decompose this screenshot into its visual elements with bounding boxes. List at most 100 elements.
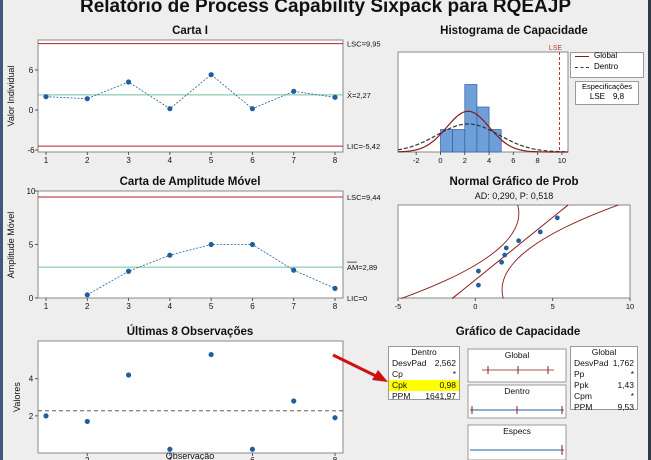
mr-chart-xtick-label: 1 [44, 302, 49, 311]
dentro-cp-label: Cp [392, 369, 403, 379]
i-chart-ucl-label: LSC=9,95 [347, 40, 381, 49]
mr-chart-point [167, 252, 173, 258]
i-chart-ylabel: Valor Individual [6, 66, 16, 127]
histogram-xtick-label: 8 [536, 156, 540, 165]
annotation-arrow-shaft [332, 353, 379, 379]
mr-chart-plot-area [37, 190, 344, 299]
window-right-edge [648, 0, 651, 460]
specs-lse-value: 9,8 [613, 92, 625, 101]
dentro-table: Dentro DesvPad 2,562 Cp * Cpk 0,98 PPM 1641,… [388, 346, 460, 401]
probplot-area [397, 204, 631, 299]
dentro-row-cpk: Cpk 0,98 [389, 380, 459, 391]
annotation-arrow-head [372, 370, 388, 382]
dentro-row-cp: Cp * [389, 369, 459, 380]
mr-chart-point [249, 241, 256, 248]
i-chart-point [125, 79, 132, 85]
global-pp-value: * [630, 369, 634, 379]
i-chart-xtick-label: 7 [291, 156, 296, 165]
mr-chart-point [208, 241, 214, 248]
histogram-xtick-label: -2 [413, 156, 420, 165]
capability-especs-box [467, 424, 567, 460]
probplot-title: Normal Gráfico de Prob [449, 176, 579, 188]
probplot-point [499, 259, 505, 265]
i-chart-ytick-label: -6 [27, 146, 35, 155]
last8-ytick-label: 2 [29, 412, 34, 421]
i-chart-xtick-label: 1 [44, 156, 49, 165]
mr-chart-point [332, 285, 338, 291]
dentro-cpk-label: Cpk [392, 380, 408, 390]
mr-chart-center-label: AM=2,89 [347, 263, 377, 272]
probplot-lower-band [400, 204, 520, 299]
mr-chart-xtick-label: 6 [250, 302, 255, 311]
global-table: Global DesvPad 1,762 Pp * Ppk 1,43 Cpm * PPM… [570, 346, 638, 413]
mr-chart-xtick-label: 8 [333, 302, 338, 311]
last8-xtick-label: 4 [168, 456, 173, 460]
probplot-fit-line [451, 204, 569, 299]
global-line-swatch [575, 56, 589, 57]
last8-ylabel: Valores [12, 382, 22, 412]
probplot-point [476, 282, 481, 288]
histogram-xtick-label: 0 [438, 156, 442, 165]
last8-point [291, 398, 297, 404]
last8-point [167, 446, 173, 452]
legend-dentro-label: Dentro [594, 62, 619, 71]
i-chart-ytick-label: 0 [29, 106, 34, 115]
histogram-xtick-label: 4 [487, 156, 491, 165]
mr-chart-xtick-label: 2 [85, 302, 90, 311]
mr-chart-point [84, 292, 90, 298]
global-desvpad-value: 1,762 [612, 358, 634, 368]
last8-xtick-label: 8 [333, 456, 338, 460]
global-pp-label: Pp [574, 369, 585, 379]
i-chart-series-line [45, 74, 336, 110]
probplot-xtick-label: 0 [473, 302, 477, 311]
mr-chart-lcl-label: LIC=0 [347, 294, 367, 303]
global-header: Global [591, 347, 617, 357]
i-chart-lcl-label: LIC=-5,42 [347, 142, 380, 151]
mr-chart-ytick-label: 0 [29, 294, 34, 303]
probplot-point [516, 238, 522, 244]
legend-global-label: Global [594, 51, 618, 60]
mr-chart-xtick-label: 4 [168, 302, 173, 311]
specs-title: Especificações [581, 82, 633, 91]
global-ppk-label: Ppk [574, 380, 589, 390]
global-desvpad-label: DesvPad [574, 358, 609, 368]
mr-chart-point [291, 267, 297, 273]
i-chart-plot-area [37, 39, 344, 153]
mr-chart-title: Carta de Amplitude Móvel [119, 176, 261, 188]
histogram-xtick-label: 2 [463, 156, 467, 165]
report-title: Relatório de Process Capability Sixpack … [79, 0, 572, 17]
last8-point [43, 413, 49, 419]
last8-xlabel: Observação [166, 451, 215, 460]
probplot-subtitle: AD: 0,290, P: 0,518 [474, 191, 554, 201]
i-chart-point [167, 106, 173, 112]
global-cpm-label: Cpm [574, 391, 592, 401]
histogram-legend: Global Dentro [570, 51, 644, 78]
dentro-cp-value: * [452, 369, 456, 379]
probplot-xtick-label: -5 [395, 302, 402, 311]
probplot-point [476, 268, 481, 274]
specs-box: Especificações LSE 9,8 [575, 81, 639, 105]
i-chart-point [332, 94, 338, 100]
i-chart-point [291, 88, 297, 94]
mr-chart-point [125, 268, 132, 274]
dentro-desvpad-value: 2,562 [434, 358, 456, 368]
dentro-ppm-label: PPM [392, 391, 411, 401]
histogram-xtick-label: 6 [511, 156, 515, 165]
i-chart-ytick-label: 6 [29, 66, 34, 75]
dentro-header: Dentro [411, 347, 437, 357]
last8-point [84, 418, 90, 425]
i-chart-point [249, 106, 256, 112]
i-chart-point [84, 96, 90, 102]
specs-lse-label: LSE [589, 92, 605, 101]
dentro-desvpad-label: DesvPad [392, 358, 427, 368]
global-row-ppm: PPM 9,53 [571, 402, 637, 413]
i-chart-xtick-label: 5 [209, 156, 214, 165]
capability-especs-label: Especs [503, 426, 531, 436]
histogram-bar [452, 129, 466, 153]
probplot-xtick-label: 10 [626, 302, 634, 311]
mr-chart-ylabel: Amplitude Móvel [6, 212, 16, 279]
probplot-point [502, 252, 508, 258]
i-chart-title: Carta I [172, 25, 208, 37]
global-ppm-label: PPM [574, 402, 593, 412]
